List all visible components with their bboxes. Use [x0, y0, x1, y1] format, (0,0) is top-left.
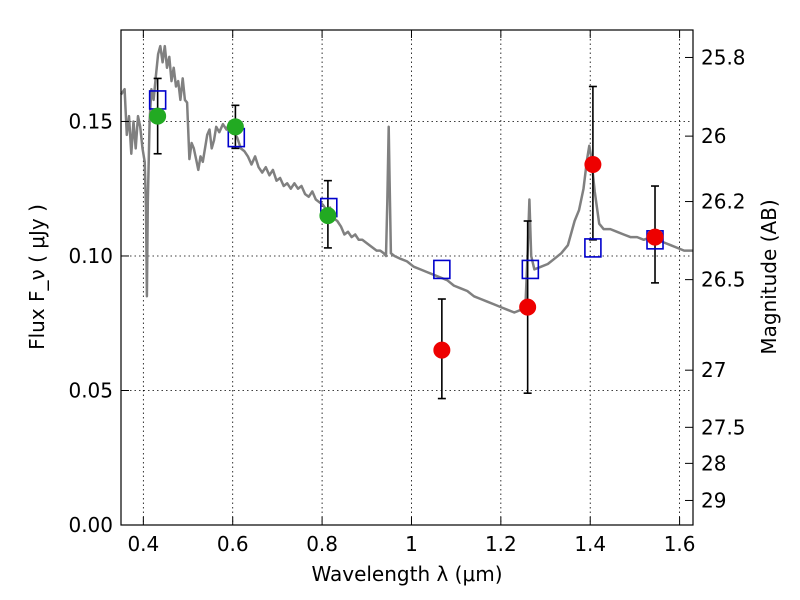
right-tick-label: 28 [701, 451, 726, 475]
x-tick-label: 1.4 [574, 532, 606, 556]
right-tick-label: 25.8 [701, 45, 746, 69]
right-tick-label: 26 [701, 124, 726, 148]
observed-point [519, 298, 537, 316]
model-photometry-square [521, 259, 540, 280]
model-photometry-layer [148, 90, 664, 280]
right-tick-label: 26.2 [701, 190, 746, 214]
model-photometry-square [433, 259, 451, 280]
y-tick-label: 0.10 [68, 244, 113, 268]
y-tick-label: 0.15 [68, 109, 113, 133]
right-tick-label: 26.5 [701, 268, 746, 292]
x-tick-label: 1 [405, 532, 418, 556]
plot-frame [120, 29, 694, 526]
model-spectrum-line [119, 44, 693, 314]
observed-point [319, 207, 337, 225]
y-tick-label: 0.00 [68, 513, 113, 537]
x-tick-label: 1.6 [664, 532, 696, 556]
observed-point [433, 341, 451, 359]
right-tick-label: 29 [701, 488, 726, 512]
x-tick-label: 0.6 [217, 532, 249, 556]
grid [121, 30, 693, 525]
y-tick-label: 0.05 [68, 378, 113, 402]
observed-point [646, 228, 664, 246]
right-axis-title: Magnitude (AB) [757, 199, 781, 354]
right-tick-label: 27.5 [701, 415, 746, 439]
y-axis-title: Flux F_ν ( μJy ) [25, 204, 49, 350]
observed-point [584, 156, 602, 174]
x-tick-label: 0.4 [127, 532, 159, 556]
model-spectrum-layer [119, 44, 693, 314]
observed-point [149, 107, 167, 125]
model-photometry-square [584, 238, 602, 258]
observed-photometry-layer [149, 107, 664, 359]
x-tick-label: 1.2 [485, 532, 517, 556]
x-axis-title: Wavelength λ (μm) [311, 562, 502, 586]
axes [120, 29, 694, 526]
x-tick-label: 0.8 [306, 532, 338, 556]
observed-point [226, 118, 244, 136]
tick-labels: 0.4 0.6 0.8 1 1.2 1.4 1.6 0.00 0.05 0.10 0.15 25.8 2… [68, 45, 745, 556]
right-tick-label: 27 [701, 358, 726, 382]
